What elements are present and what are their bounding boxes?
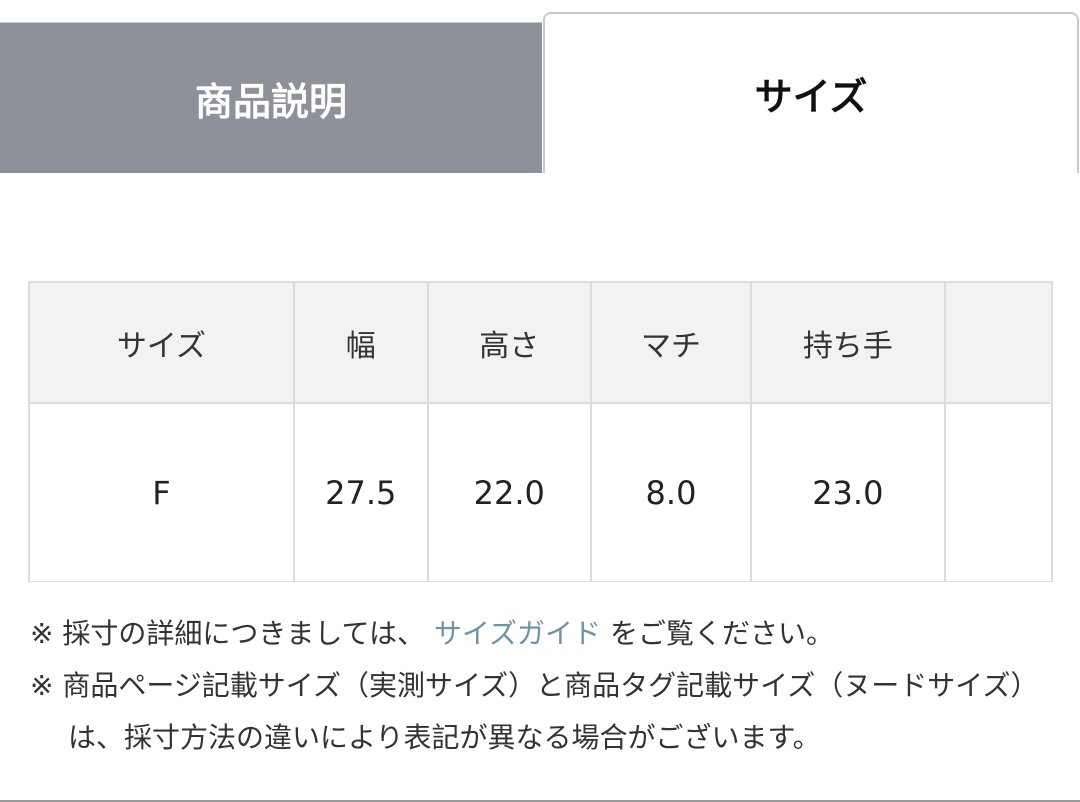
note1-suffix: をご覧ください。 — [609, 617, 834, 650]
divider — [0, 800, 1080, 802]
header-gusset: マチ — [589, 281, 753, 404]
cell-cut-off — [943, 402, 1053, 582]
note-measurement: ※ 商品ページ記載サイズ（実測サイズ）と商品タグ記載サイズ（ヌードサイズ）は、採… — [30, 669, 1039, 754]
cell-width: 27.5 — [292, 402, 429, 582]
header-size: サイズ — [28, 281, 295, 404]
header-handle: 持ち手 — [750, 281, 946, 404]
header-width: 幅 — [292, 281, 429, 404]
cell-height: 22.0 — [426, 402, 592, 582]
cell-gusset: 8.0 — [589, 402, 753, 582]
cell-size: F — [28, 402, 295, 582]
note-size-guide: ※ 採寸の詳細につきましては、 サイズガイド をご覧ください。 — [30, 608, 1050, 660]
notes: ※ 採寸の詳細につきましては、 サイズガイド をご覧ください。 ※ 商品ページ記… — [30, 608, 1050, 764]
size-guide-link[interactable]: サイズガイド — [433, 617, 602, 650]
note1-text: ※ 採寸の詳細につきましては、 — [30, 617, 425, 650]
header-height: 高さ — [426, 281, 592, 404]
table-header-row: サイズ 幅 高さ マチ 持ち手 — [28, 281, 1053, 404]
header-cut-off — [943, 281, 1053, 404]
tab-product-description[interactable]: 商品説明 — [0, 22, 542, 173]
cell-handle: 23.0 — [750, 402, 946, 582]
table-row: F 27.5 22.0 8.0 23.0 — [28, 402, 1053, 582]
tab-size[interactable]: サイズ — [543, 12, 1079, 173]
size-table: サイズ 幅 高さ マチ 持ち手 F 27.5 22.0 8.0 23.0 — [28, 281, 1053, 582]
